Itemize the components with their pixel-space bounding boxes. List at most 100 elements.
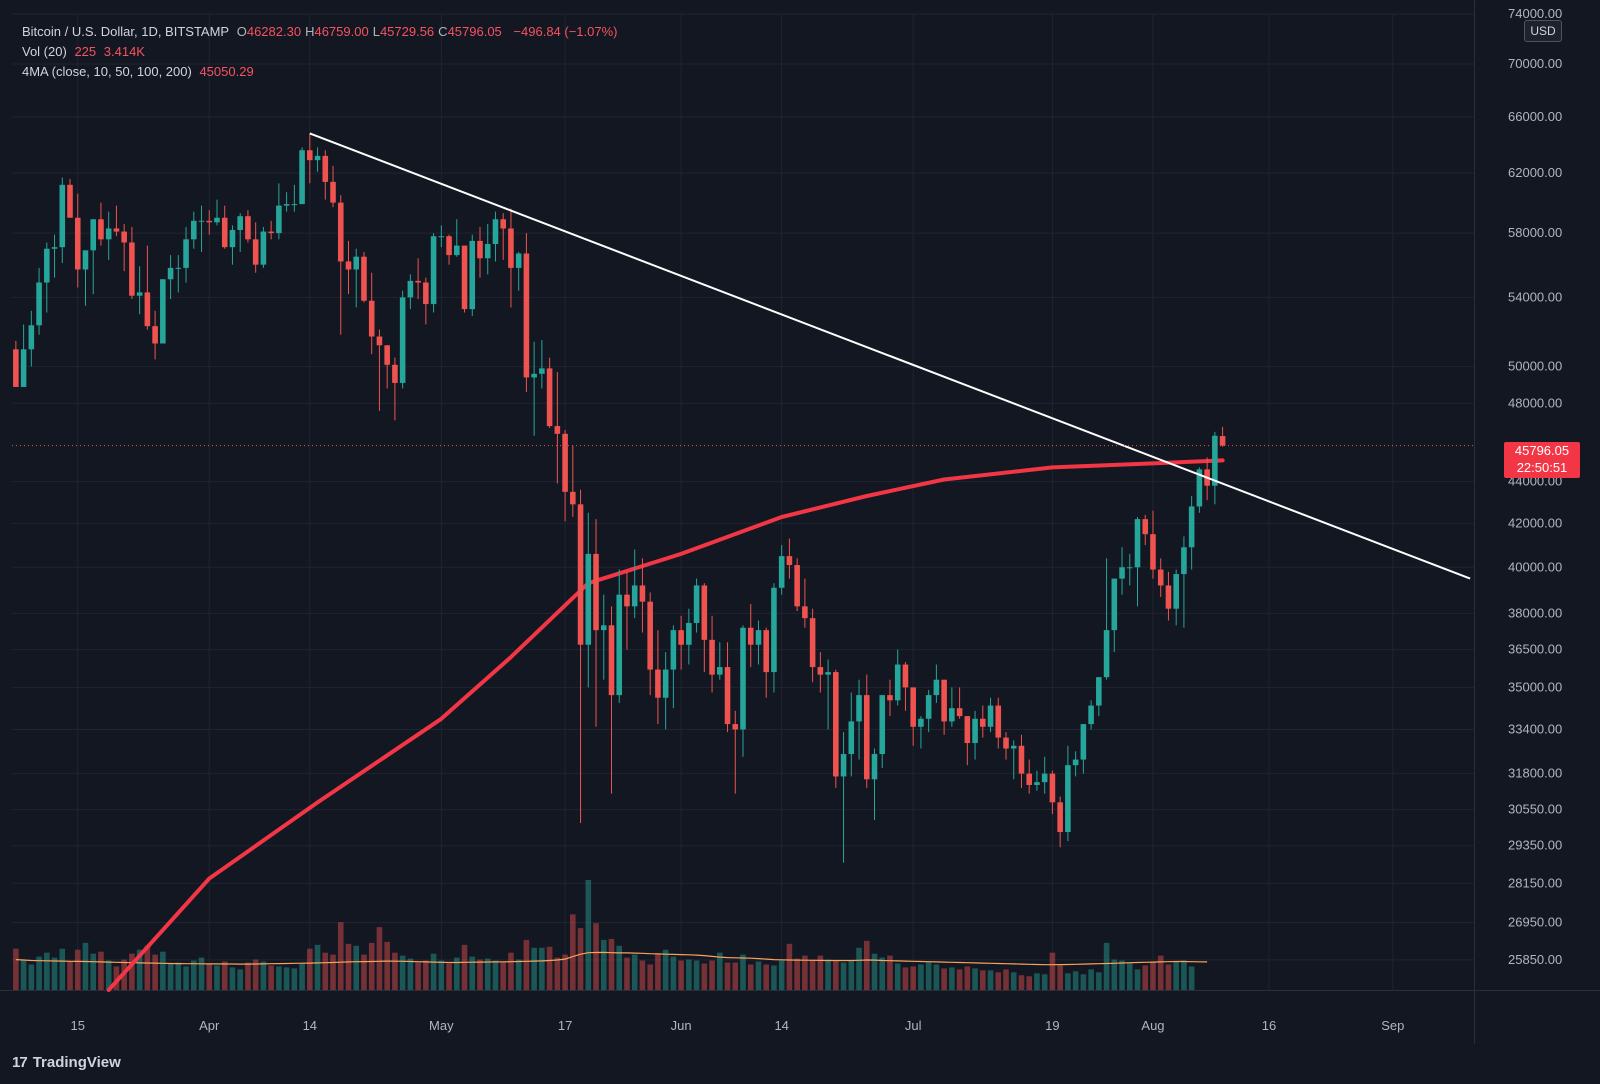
candle (13, 340, 19, 387)
ma-label[interactable]: 4MA (close, 10, 50, 100, 200) (22, 64, 192, 79)
candle (438, 225, 445, 248)
volume-bar (1142, 965, 1149, 990)
volume-bar (523, 939, 530, 990)
candle-body (809, 618, 816, 668)
trendline[interactable] (309, 132, 1471, 580)
volume-bar (1188, 966, 1195, 990)
candle (1049, 770, 1056, 815)
price-tick-label: 58000.00 (1508, 225, 1562, 240)
candle (794, 558, 800, 612)
candle (1010, 740, 1017, 780)
candle-body (871, 754, 878, 780)
candle-body (392, 364, 398, 383)
time-tick-label: 15 (71, 1018, 85, 1033)
candle-body (82, 250, 89, 270)
candle-body (1219, 436, 1226, 446)
volume-bar (740, 954, 746, 990)
candle (1157, 558, 1164, 598)
volume-bar (933, 964, 940, 990)
candlestick-chart[interactable]: 74000.00 70000.00 66000.00 62000.00 58000.00… (0, 0, 1600, 1044)
volume-bar (593, 923, 599, 990)
volume-bar (268, 965, 274, 990)
tradingview-logo[interactable]: 17 TradingView (12, 1054, 121, 1071)
volume-bar (964, 966, 971, 990)
volume-bar (825, 959, 831, 990)
candle (322, 150, 329, 200)
candle (415, 258, 421, 300)
candle (531, 341, 537, 436)
candle-body (454, 245, 460, 256)
candle (709, 615, 715, 693)
candle (1111, 578, 1118, 653)
candle-body (167, 267, 174, 280)
candle-body (330, 181, 336, 203)
volume-bar (1041, 974, 1048, 990)
candle-body (175, 267, 182, 269)
candle (469, 234, 476, 316)
currency-button[interactable]: USD (1524, 20, 1562, 42)
volume-bar (276, 966, 282, 990)
candle (1072, 751, 1079, 777)
candle-body (724, 667, 731, 725)
candle-body (1072, 759, 1079, 766)
time-tick-label: 14 (774, 1018, 788, 1033)
candle (624, 571, 630, 650)
volume-bar (508, 952, 514, 990)
volume-bar (600, 939, 607, 990)
candle-body (1065, 765, 1071, 833)
candle-body (1188, 506, 1195, 548)
volume-bar (817, 955, 824, 990)
candle (1034, 770, 1040, 791)
symbol-title[interactable]: Bitcoin / U.S. Dollar, 1D, BITSTAMP (22, 24, 230, 39)
volume-label[interactable]: Vol (20) (22, 44, 67, 59)
volume-bar (539, 947, 545, 990)
price-tick-label: 26950.00 (1508, 914, 1562, 929)
candle-body (631, 585, 638, 607)
candle-body (616, 594, 623, 696)
price-tick-label: 62000.00 (1508, 165, 1562, 180)
candle (492, 211, 499, 262)
candle (631, 549, 638, 619)
volume-bar (245, 962, 251, 990)
candle (1065, 745, 1071, 842)
countdown-label: 22:50:51 (1516, 459, 1568, 475)
candle-body (190, 220, 197, 240)
volume-bar (454, 957, 460, 990)
candle-body (562, 433, 568, 492)
candle (871, 748, 878, 821)
candle-body (1003, 737, 1009, 749)
candle (206, 210, 213, 235)
volume-bar (152, 954, 158, 990)
candle (570, 445, 576, 518)
volume-bar (307, 948, 313, 990)
brand-name: TradingView (32, 1054, 121, 1071)
volume-bar (763, 964, 769, 990)
volume-bar (732, 962, 739, 990)
candle-body (655, 669, 661, 698)
candle (337, 195, 344, 335)
candle-body (136, 292, 143, 296)
candle (585, 512, 592, 688)
candle-body (670, 630, 677, 670)
volume-bar (198, 957, 205, 990)
volume-bar (175, 962, 182, 990)
volume-bar (1165, 964, 1172, 990)
candle (755, 620, 762, 665)
candle-body (500, 219, 506, 229)
volume-bar (237, 969, 243, 990)
candle (763, 627, 769, 698)
volume-bar (972, 968, 978, 990)
candles (13, 133, 1226, 863)
candle (833, 669, 839, 788)
candle (477, 226, 483, 278)
candle (105, 211, 112, 260)
candle-body (778, 556, 785, 588)
price-tick-label: 30550.00 (1508, 802, 1562, 817)
volume-bar (554, 957, 561, 990)
candle (546, 357, 553, 429)
candle (894, 649, 901, 706)
volume-bar (190, 960, 197, 990)
time-axis[interactable]: 15 Apr 14 May 17 Jun 14 Jul 19 Aug 16 Sep (71, 1018, 1405, 1033)
volume-bar (531, 947, 537, 990)
candle (678, 615, 684, 670)
